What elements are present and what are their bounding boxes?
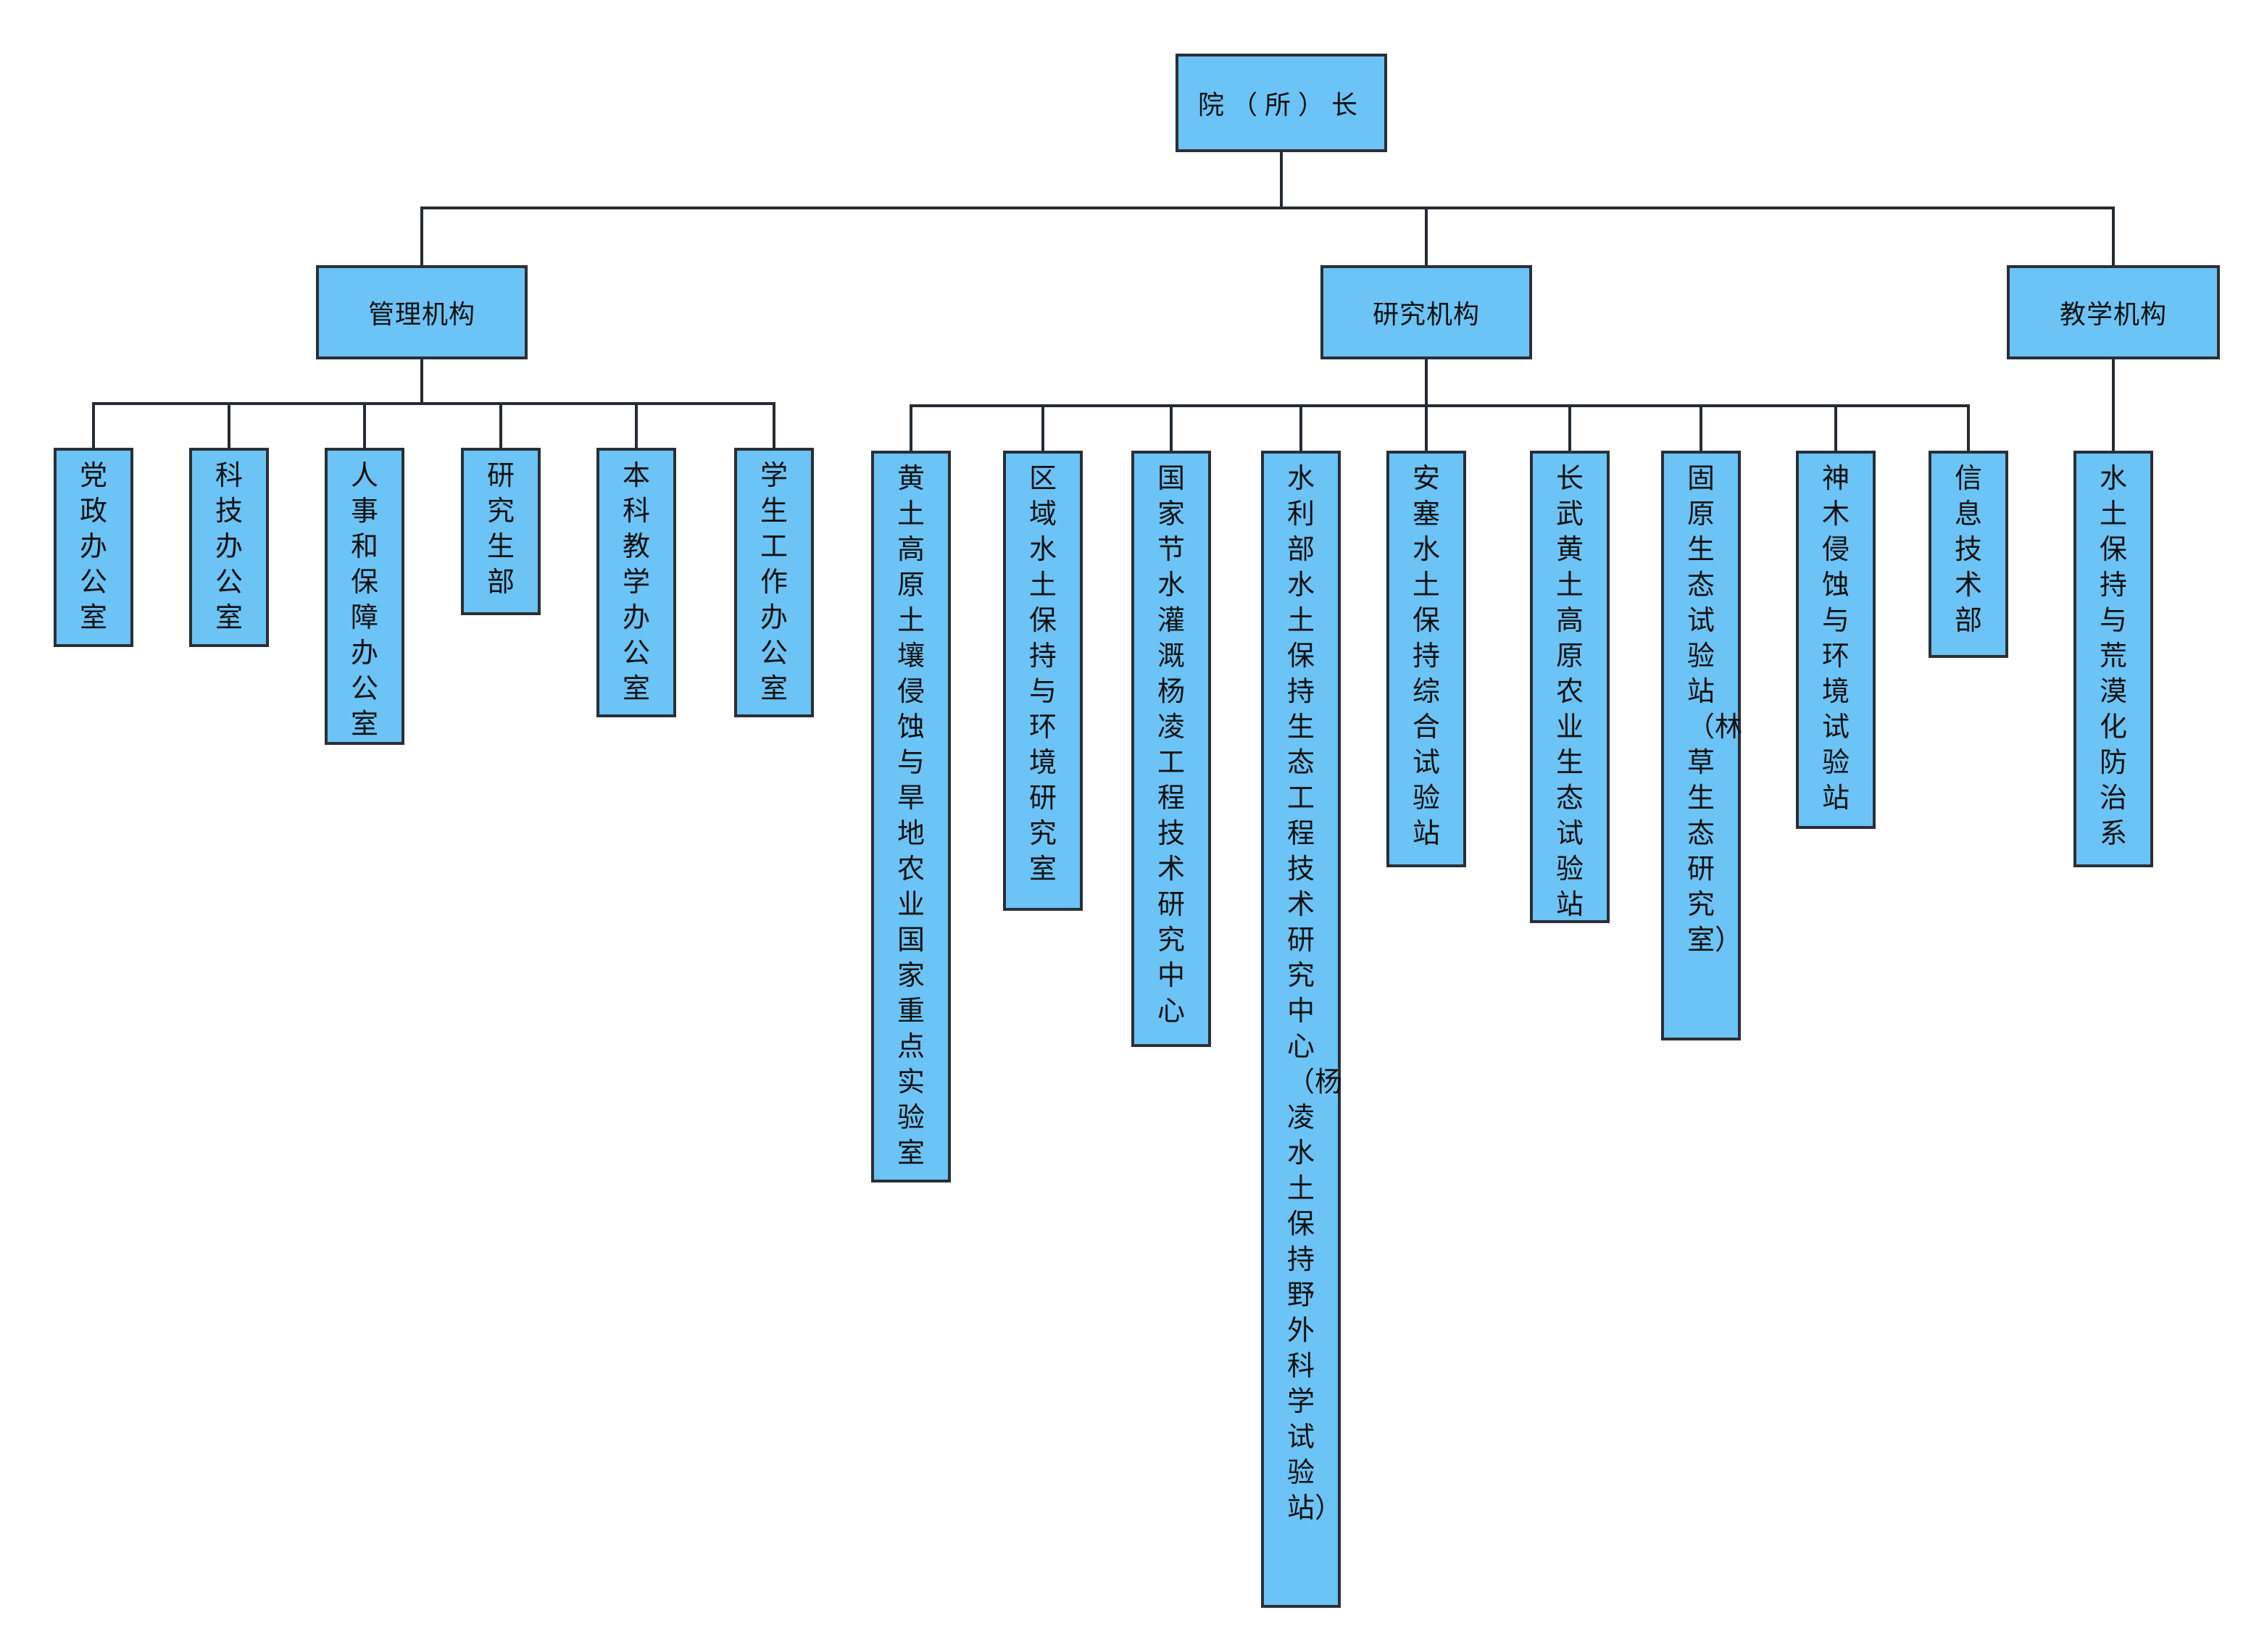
branch-label: 研究机构	[1372, 300, 1480, 330]
unit-label: 党政办公室	[80, 459, 108, 633]
unit-label: 水利部水土保持生态工程技术研究中心（杨凌水土保持野外科学试验站）	[1287, 462, 1343, 1524]
unit-node: 研究生部	[461, 448, 541, 615]
unit-node: 学生工作办公室	[734, 448, 814, 717]
branch-label: 教学机构	[2059, 300, 2167, 330]
unit-label: 国家节水灌溉杨凌工程技术研究中心	[1157, 462, 1186, 1027]
unit-label: 黄土高原土壤侵蚀与旱地农业国家重点实验室	[897, 462, 925, 1169]
unit-node: 区域水土保持与环境研究室	[1003, 451, 1083, 911]
branch-label: 管理机构	[367, 300, 475, 330]
unit-label: 科技办公室	[215, 459, 244, 633]
unit-node: 信息技术部	[1929, 451, 2008, 658]
unit-label: 信息技术部	[1955, 462, 1983, 636]
unit-node: 固原生态试验站（林草生态研究室）	[1661, 451, 1743, 1040]
root-node: 院（所）长	[1176, 54, 1387, 152]
unit-node: 国家节水灌溉杨凌工程技术研究中心	[1131, 451, 1211, 1047]
unit-node: 科技办公室	[189, 448, 269, 647]
unit-label: 区域水土保持与环境研究室	[1029, 462, 1057, 885]
unit-label: 水土保持与荒漠化防治系	[2100, 462, 2128, 849]
unit-node: 黄土高原土壤侵蚀与旱地农业国家重点实验室	[871, 451, 951, 1182]
unit-node: 安塞水土保持综合试验站	[1386, 451, 1466, 867]
unit-label: 本科教学办公室	[623, 459, 651, 704]
unit-node: 人事和保障办公室	[325, 448, 404, 745]
root-label: 院（所）长	[1197, 91, 1365, 120]
unit-node: 本科教学办公室	[596, 448, 676, 717]
branch-node-management: 管理机构	[316, 265, 528, 359]
unit-node: 神木侵蚀与环境试验站	[1796, 451, 1876, 829]
branch-node-research: 研究机构	[1320, 265, 1532, 359]
unit-label: 安塞水土保持综合试验站	[1413, 462, 1441, 849]
unit-label: 研究生部	[487, 459, 515, 598]
unit-label: 固原生态试验站（林草生态研究室）	[1687, 462, 1743, 956]
branch-node-teaching: 教学机构	[2007, 265, 2220, 359]
unit-label: 神木侵蚀与环境试验站	[1822, 462, 1850, 814]
unit-label: 长武黄土高原农业生态试验站	[1556, 462, 1584, 920]
unit-node: 长武黄土高原农业生态试验站	[1530, 451, 1610, 923]
unit-label: 学生工作办公室	[760, 459, 789, 704]
unit-node: 党政办公室	[54, 448, 133, 647]
unit-node: 水土保持与荒漠化防治系	[2073, 451, 2153, 867]
unit-label: 人事和保障办公室	[351, 459, 379, 740]
unit-node: 水利部水土保持生态工程技术研究中心（杨凌水土保持野外科学试验站）	[1261, 451, 1343, 1608]
